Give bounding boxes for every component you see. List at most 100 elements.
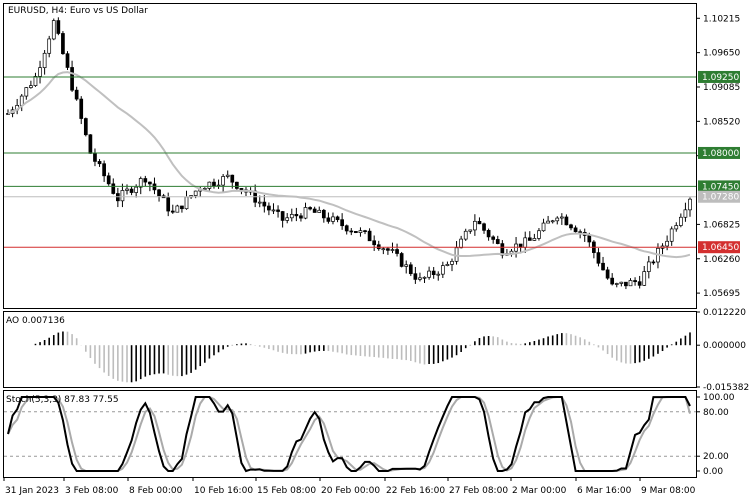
candle-body	[312, 208, 317, 213]
candle-body	[550, 220, 555, 223]
candle-body	[326, 217, 331, 222]
candle-body	[294, 214, 299, 217]
candle-body	[354, 231, 358, 233]
stoch-tick-label: 100.00	[703, 393, 735, 403]
price-level-tag	[698, 190, 740, 203]
time-axis: 31 Jan 2023 3 Feb 08:00 8 Feb 00:00 10 Feb …	[3, 477, 696, 496]
candle-body	[221, 176, 225, 186]
candle-body	[555, 217, 560, 222]
price-tick-label: 1.05695	[703, 289, 740, 299]
candle-body	[19, 95, 24, 106]
price-plot	[6, 17, 692, 290]
candle-body	[495, 239, 500, 244]
candle-body	[532, 238, 537, 241]
stoch-signal-line	[7, 396, 691, 473]
candle-body	[546, 220, 550, 224]
candle-body	[381, 248, 386, 251]
candle-body	[422, 276, 427, 279]
time-tick-label: 6 Mar 16:00	[577, 486, 632, 496]
price-level-tag	[698, 180, 740, 193]
candle-body	[42, 52, 47, 69]
candle-body	[331, 216, 335, 222]
candle-body	[386, 248, 390, 251]
candle-body	[637, 281, 642, 286]
candle-body	[678, 216, 683, 226]
candle-body	[70, 67, 74, 91]
time-tick-label: 20 Feb 00:00	[321, 486, 380, 496]
time-tick-label: 2 Mar 00:00	[512, 486, 567, 496]
candle-body	[299, 215, 303, 219]
candle-body	[596, 252, 601, 264]
candle-body	[321, 209, 326, 219]
candle-body	[24, 87, 29, 97]
price-level-tag	[698, 241, 740, 254]
candle-body	[148, 181, 152, 185]
candle-body	[74, 89, 79, 100]
candle-body	[202, 188, 207, 190]
candle-body	[230, 174, 235, 183]
ao-panel[interactable]	[3, 311, 697, 388]
candle-body	[166, 197, 171, 212]
candle-body	[303, 207, 308, 219]
stoch-main-line	[7, 396, 691, 473]
candle-body	[344, 225, 349, 232]
candle-body	[138, 178, 143, 188]
candle-body	[225, 174, 230, 177]
price-tick-label: 1.08520	[703, 117, 740, 127]
price-level-tag	[698, 146, 740, 159]
candle-body	[651, 261, 656, 264]
candle-body	[157, 189, 161, 197]
time-tick-label: 9 Mar 08:00	[641, 486, 696, 496]
candle-body	[212, 181, 216, 186]
price-level-tag-label: 1.06450	[702, 243, 739, 253]
candle-body	[340, 219, 344, 227]
candle-body	[537, 230, 541, 239]
symbol-label: EURUSD, H4: Euro vs US Dollar	[8, 6, 148, 16]
candle-body	[569, 224, 573, 229]
candle-body	[372, 240, 377, 246]
candle-body	[665, 240, 669, 247]
candle-body	[683, 209, 688, 218]
moving-average-line	[7, 71, 691, 259]
candle-body	[285, 217, 290, 221]
candle-body	[541, 222, 546, 232]
price-level-tag-label: 1.07280	[702, 193, 739, 203]
candle-body	[486, 229, 491, 238]
candle-body	[193, 190, 198, 196]
candle-body	[83, 118, 88, 136]
candle-body	[628, 280, 633, 287]
candle-body	[289, 214, 294, 219]
candle-body	[180, 205, 184, 210]
candle-body	[335, 216, 340, 221]
price-tick-label: 1.09085	[703, 83, 740, 93]
ao-tick-label: -0.015382	[703, 383, 749, 393]
price-tick-label: 1.10215	[703, 14, 740, 24]
price-panel[interactable]	[3, 3, 697, 309]
candle-body	[29, 85, 33, 88]
candle-body	[47, 38, 52, 54]
candle-body	[317, 209, 322, 213]
time-tick-label: 27 Feb 08:00	[449, 486, 508, 496]
candle-body	[491, 236, 496, 240]
price-tick-label: 1.09650	[703, 49, 740, 59]
candle-body	[106, 175, 111, 185]
candle-body	[614, 283, 619, 285]
ao-histogram	[34, 331, 691, 383]
candle-body	[262, 201, 267, 207]
candle-body	[601, 262, 605, 271]
candle-body	[276, 209, 280, 212]
candle-body	[175, 205, 180, 213]
candle-body	[413, 273, 418, 280]
candle-body	[51, 20, 56, 40]
candle-body	[56, 20, 61, 34]
candle-body	[605, 269, 610, 279]
candle-body	[97, 161, 102, 165]
stoch-tick-label: 80.00	[703, 408, 729, 418]
candle-body	[459, 238, 463, 249]
candle-body	[235, 181, 239, 189]
candle-body	[408, 264, 413, 275]
ao-tick-label: 0.012220	[703, 308, 746, 318]
candle-body	[308, 207, 312, 210]
